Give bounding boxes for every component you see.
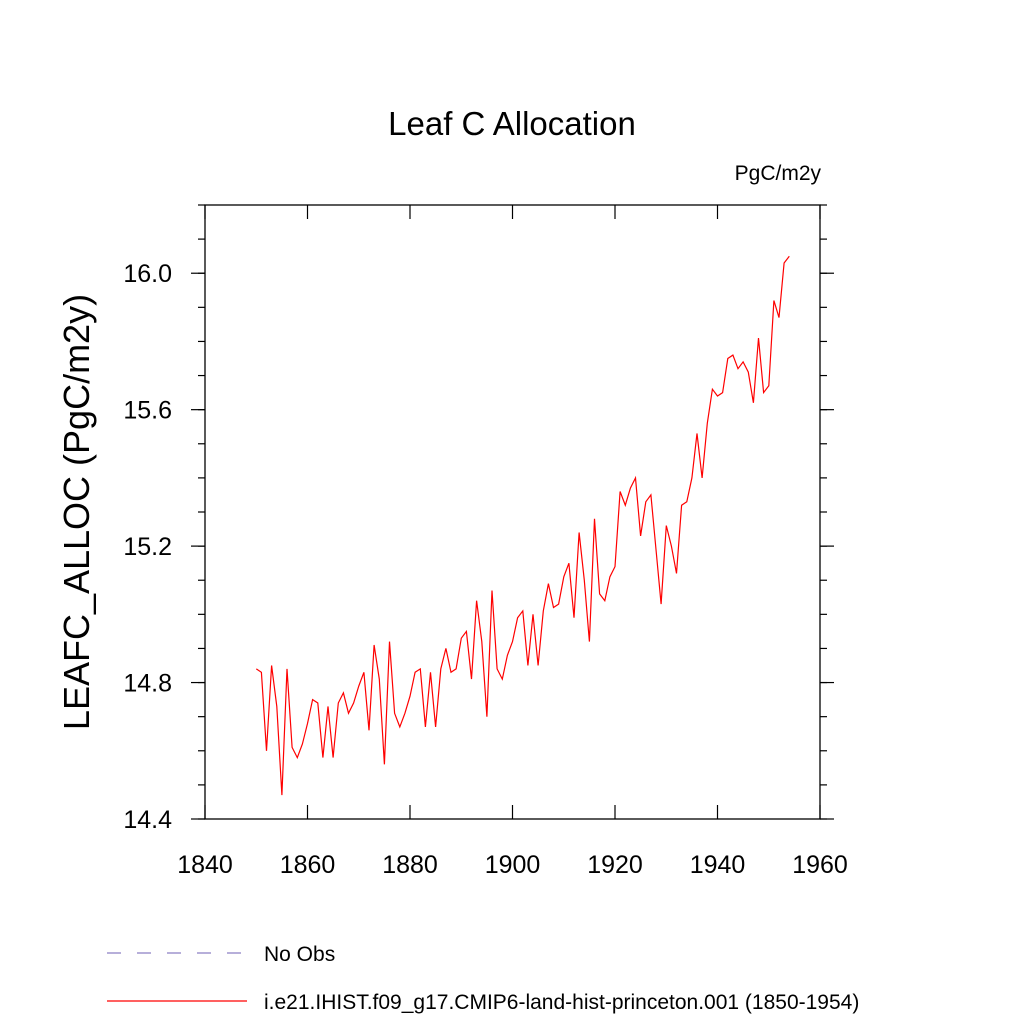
legend-label-model: i.e21.IHIST.f09_g17.CMIP6-land-hist-prin…: [264, 991, 859, 1014]
legend-label-no-obs: No Obs: [264, 943, 335, 966]
chart-units: PgC/m2y: [735, 162, 822, 185]
x-tick-label: 1920: [587, 851, 643, 879]
y-axis-label: LEAFC_ALLOC (PgC/m2y): [56, 294, 97, 730]
y-tick-labels: 14.4 14.8 15.2 15.6 16.0: [123, 260, 172, 834]
y-tick-label: 14.4: [123, 806, 172, 834]
plot-frame: [204, 204, 821, 820]
y-tick-label: 15.6: [123, 397, 172, 425]
y-tick-label: 14.8: [123, 670, 172, 698]
x-tick-label: 1960: [792, 851, 848, 879]
chart-title: Leaf C Allocation: [388, 105, 636, 142]
x-tick-label: 1840: [177, 851, 233, 879]
axis-ticks: [191, 204, 834, 820]
y-tick-label: 16.0: [123, 260, 172, 288]
x-tick-label: 1860: [280, 851, 336, 879]
series-line: [255, 255, 790, 796]
x-tick-label: 1880: [382, 851, 438, 879]
x-tick-labels: 1840 1860 1880 1900 1920 1940 1960: [177, 851, 848, 879]
x-tick-label: 1940: [690, 851, 746, 879]
legend: No Obs i.e21.IHIST.f09_g17.CMIP6-land-hi…: [107, 943, 859, 1014]
y-tick-label: 15.2: [123, 533, 172, 561]
x-tick-label: 1900: [485, 851, 541, 879]
